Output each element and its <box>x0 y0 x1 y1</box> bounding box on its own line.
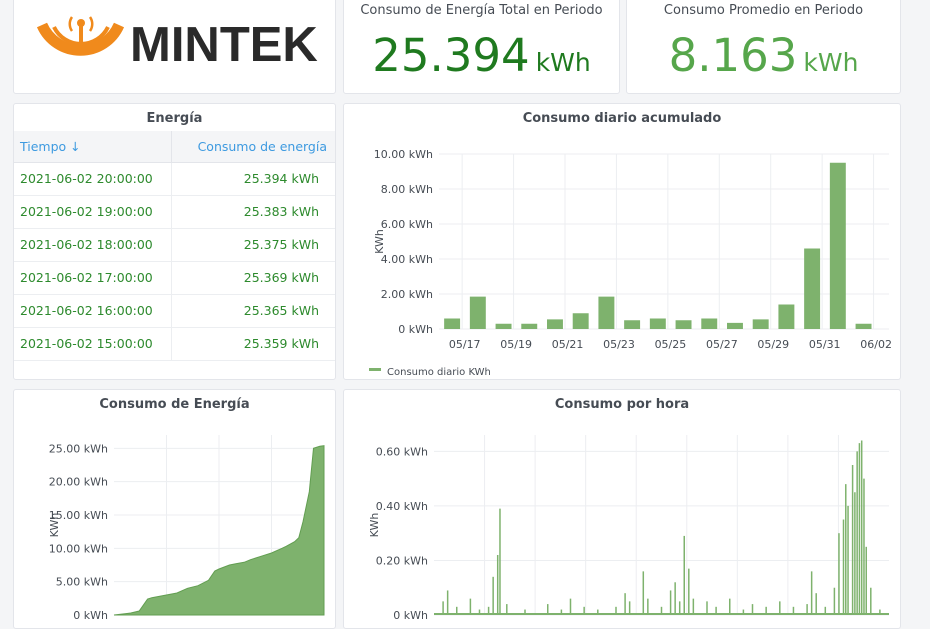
stat-total-panel: Consumo de Energía Total en Periodo 25.3… <box>343 0 620 94</box>
energy-area-title: Consumo de Energía <box>99 397 250 412</box>
cell-time: 2021-06-02 19:00:00 <box>14 195 172 229</box>
cell-time: 2021-06-02 15:00:00 <box>14 327 172 361</box>
y-tick-label: 0.60 kWh <box>376 445 428 458</box>
y-tick-label: 5.00 kWh <box>56 576 108 589</box>
bar <box>572 313 589 329</box>
cell-energy: 25.383 kWh <box>171 195 335 229</box>
x-tick-label: 05/27 <box>706 338 738 351</box>
cell-time: 2021-06-02 17:00:00 <box>14 261 172 295</box>
x-tick-label: 05/23 <box>603 338 635 351</box>
y-tick-label: 2.00 kWh <box>381 288 433 301</box>
area-series <box>113 445 325 616</box>
table-row: 2021-06-02 20:00:00 25.394 kWh <box>14 162 335 196</box>
bar <box>495 323 512 329</box>
x-tick-label: 05/29 <box>757 338 789 351</box>
stat-total-unit: kWh <box>535 48 591 77</box>
legend-swatch <box>369 368 381 371</box>
bar <box>624 320 641 329</box>
mintek-logo: MINTEK <box>36 16 318 72</box>
x-tick-label: 05/19 <box>500 338 532 351</box>
bar <box>675 320 692 329</box>
x-tick-label: 05/31 <box>809 338 841 351</box>
y-tick-label: 6.00 kWh <box>381 218 433 231</box>
stat-avg-unit: kWh <box>803 48 859 77</box>
cell-energy: 25.365 kWh <box>171 294 335 328</box>
daily-chart-title: Consumo diario acumulado <box>522 111 722 126</box>
y-axis-label: KWh <box>48 513 61 538</box>
hourly-chart-title: Consumo por hora <box>554 397 690 412</box>
bar <box>701 318 718 329</box>
y-tick-label: 15.00 kWh <box>49 509 108 522</box>
stat-total-title: Consumo de Energía Total en Periodo <box>360 3 603 18</box>
bar <box>829 162 846 329</box>
table-row: 2021-06-02 15:00:00 25.359 kWh <box>14 327 335 361</box>
x-tick-label: 05/25 <box>655 338 687 351</box>
table-row: 2021-06-02 17:00:00 25.369 kWh <box>14 261 335 295</box>
energy-area-panel: Consumo de Energía 0 kWh 5.00 kWh 10.00 kW… <box>13 389 336 629</box>
y-tick-label: 10.00 kWh <box>374 148 433 161</box>
table-row: 2021-06-02 19:00:00 25.383 kWh <box>14 195 335 229</box>
y-tick-label: 20.00 kWh <box>49 476 108 489</box>
column-header-energy[interactable]: Consumo de energía <box>171 131 335 163</box>
bar <box>804 248 821 329</box>
y-tick-label: 0 kWh <box>73 609 108 622</box>
stat-avg-panel: Consumo Promedio en Periodo 8.163 kWh <box>626 0 901 94</box>
hourly-chart-panel: Consumo por hora 0 kWh 0.20 kWh 0.40 kWh 0.… <box>343 389 901 629</box>
cell-energy: 25.394 kWh <box>171 162 335 196</box>
bar <box>778 304 795 329</box>
table-header-row: Tiempo ↓ Consumo de energía <box>14 131 335 163</box>
energy-area-chart: 0 kWh 5.00 kWh 10.00 kWh 15.00 kWh 20.00 kWh… <box>48 435 325 622</box>
table-row: 2021-06-02 18:00:00 25.375 kWh <box>14 228 335 262</box>
stat-total-value: 25.394 kWh <box>344 29 619 82</box>
x-tick-label: 05/17 <box>449 338 481 351</box>
daily-chart-panel: Consumo diario acumulado 0 kWh 2.00 kWh 4.… <box>343 103 901 380</box>
stat-total-number: 25.394 <box>372 29 530 82</box>
bar <box>547 319 563 329</box>
y-axis-label: KWh <box>368 513 381 538</box>
hourly-bar-chart: 0 kWh 0.20 kWh 0.40 kWh 0.60 kWh KWh <box>368 435 889 622</box>
bar <box>521 323 538 329</box>
logo-text: MINTEK <box>130 18 318 72</box>
x-tick-label: 05/21 <box>552 338 584 351</box>
y-tick-label: 8.00 kWh <box>381 183 433 196</box>
cell-time: 2021-06-02 18:00:00 <box>14 228 172 262</box>
y-tick-label: 0 kWh <box>398 323 433 336</box>
x-tick-label: 06/02 <box>860 338 892 351</box>
antenna-icon <box>36 16 125 56</box>
energy-table: Tiempo ↓ Consumo de energía 2021-06-02 2… <box>14 131 335 361</box>
stat-avg-title: Consumo Promedio en Periodo <box>663 3 864 18</box>
bar <box>598 296 615 329</box>
y-tick-label: 10.00 kWh <box>49 542 108 555</box>
y-tick-label: 0.40 kWh <box>376 500 428 513</box>
bar <box>727 322 743 329</box>
stat-avg-number: 8.163 <box>668 29 798 82</box>
y-axis-label: KWh <box>373 229 386 254</box>
table-row: 2021-06-02 16:00:00 25.365 kWh <box>14 294 335 328</box>
bar <box>469 296 486 329</box>
energy-table-title: Energía <box>146 111 203 126</box>
column-header-time[interactable]: Tiempo ↓ <box>14 131 172 163</box>
bar <box>855 323 872 329</box>
y-tick-label: 0.20 kWh <box>376 554 428 567</box>
legend-label: Consumo diario KWh <box>387 367 491 378</box>
bar <box>649 318 666 329</box>
cell-energy: 25.359 kWh <box>171 327 335 361</box>
stat-avg-value: 8.163 kWh <box>627 29 900 82</box>
y-tick-label: 0 kWh <box>393 609 428 622</box>
y-tick-label: 4.00 kWh <box>381 253 433 266</box>
y-tick-label: 25.00 kWh <box>49 442 108 455</box>
bar <box>444 318 461 329</box>
bar <box>752 319 769 329</box>
cell-energy: 25.369 kWh <box>171 261 335 295</box>
daily-bar-chart: 0 kWh 2.00 kWh 4.00 kWh 6.00 kWh 8.00 kWh 10.… <box>369 148 892 378</box>
logo-panel: MINTEK <box>13 0 336 94</box>
cell-energy: 25.375 kWh <box>171 228 335 262</box>
cell-time: 2021-06-02 16:00:00 <box>14 294 172 328</box>
cell-time: 2021-06-02 20:00:00 <box>14 162 172 196</box>
energy-table-panel: Energía Tiempo ↓ Consumo de energía 2021… <box>13 103 336 380</box>
